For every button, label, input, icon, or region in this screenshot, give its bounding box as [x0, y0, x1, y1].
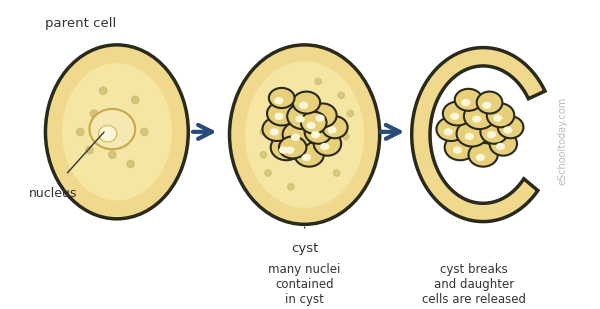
Ellipse shape [503, 126, 512, 134]
Circle shape [287, 184, 294, 190]
Ellipse shape [274, 112, 284, 120]
Ellipse shape [279, 146, 288, 154]
Ellipse shape [302, 154, 311, 161]
Ellipse shape [436, 117, 466, 141]
Circle shape [127, 160, 134, 167]
Ellipse shape [245, 61, 364, 208]
Circle shape [91, 110, 98, 117]
Circle shape [131, 96, 139, 104]
Ellipse shape [457, 121, 488, 146]
Ellipse shape [270, 128, 279, 136]
Ellipse shape [444, 128, 453, 136]
Ellipse shape [293, 91, 320, 113]
Ellipse shape [455, 89, 482, 111]
PathPatch shape [412, 48, 545, 222]
Ellipse shape [472, 115, 481, 123]
Ellipse shape [46, 45, 188, 219]
Circle shape [100, 87, 107, 94]
Ellipse shape [279, 137, 307, 159]
Text: cyst breaks
and daughter
cells are released: cyst breaks and daughter cells are relea… [422, 263, 526, 306]
Ellipse shape [98, 125, 117, 142]
Ellipse shape [498, 116, 523, 138]
Ellipse shape [299, 102, 308, 109]
Ellipse shape [295, 143, 324, 167]
Text: parent cell: parent cell [46, 17, 116, 30]
Ellipse shape [89, 109, 135, 149]
Ellipse shape [477, 91, 502, 113]
Ellipse shape [496, 143, 505, 150]
Ellipse shape [481, 120, 508, 144]
Circle shape [260, 151, 266, 158]
Ellipse shape [287, 104, 319, 129]
Ellipse shape [493, 114, 502, 122]
Ellipse shape [311, 131, 320, 138]
Ellipse shape [283, 122, 314, 147]
Ellipse shape [464, 104, 495, 129]
Ellipse shape [322, 116, 347, 138]
Ellipse shape [267, 102, 296, 125]
Ellipse shape [476, 154, 485, 161]
Text: cyst: cyst [291, 242, 318, 255]
Ellipse shape [262, 117, 292, 141]
Ellipse shape [461, 99, 470, 106]
Circle shape [343, 133, 349, 140]
Ellipse shape [271, 135, 302, 160]
Ellipse shape [291, 134, 300, 141]
Ellipse shape [482, 102, 491, 109]
Ellipse shape [316, 114, 325, 122]
Ellipse shape [295, 115, 305, 123]
Ellipse shape [465, 133, 474, 140]
Text: nucleus: nucleus [29, 187, 77, 200]
Circle shape [315, 78, 322, 85]
Circle shape [338, 92, 344, 99]
Ellipse shape [62, 63, 172, 201]
Circle shape [269, 97, 276, 103]
Ellipse shape [445, 135, 476, 160]
Ellipse shape [328, 126, 337, 134]
Ellipse shape [487, 131, 496, 138]
Text: many nuclei
contained
in cyst: many nuclei contained in cyst [268, 263, 341, 306]
Ellipse shape [490, 132, 517, 156]
Ellipse shape [229, 45, 380, 224]
Ellipse shape [307, 122, 316, 129]
Ellipse shape [301, 112, 326, 134]
Ellipse shape [286, 146, 295, 154]
Circle shape [260, 129, 266, 135]
Ellipse shape [274, 97, 284, 104]
Ellipse shape [314, 132, 341, 156]
Circle shape [140, 128, 148, 136]
Ellipse shape [450, 112, 460, 120]
Circle shape [77, 128, 84, 136]
Ellipse shape [269, 88, 295, 108]
Ellipse shape [320, 143, 329, 150]
Circle shape [86, 146, 93, 154]
Ellipse shape [305, 120, 332, 144]
Circle shape [265, 170, 271, 176]
Ellipse shape [487, 104, 514, 127]
Ellipse shape [453, 146, 462, 154]
Ellipse shape [469, 143, 498, 167]
Ellipse shape [443, 102, 472, 125]
Text: eSchooltoday.com: eSchooltoday.com [557, 97, 568, 185]
Ellipse shape [309, 104, 337, 127]
Circle shape [347, 110, 353, 117]
Circle shape [334, 170, 340, 176]
Circle shape [109, 151, 116, 159]
